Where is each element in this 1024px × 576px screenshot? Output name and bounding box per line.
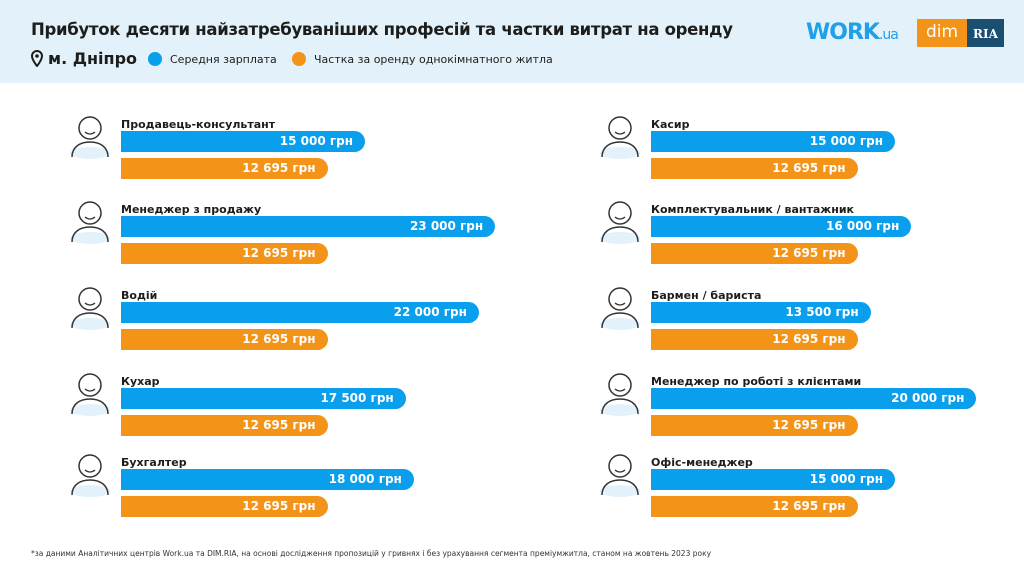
rent-bar: 12 695 грн	[651, 243, 858, 264]
office-person-icon	[600, 454, 640, 497]
profession-label: Менеджер по роботі з клієнтами	[651, 375, 862, 388]
city-name: м. Дніпро	[48, 49, 138, 68]
city: м. Дніпро	[31, 49, 137, 68]
rent-bar: 12 695 грн	[651, 496, 858, 517]
profession-label: Бухгалтер	[121, 456, 187, 469]
cashier-icon	[600, 116, 640, 159]
rent-bar: 12 695 грн	[651, 329, 858, 350]
ria-logo: RIA	[967, 19, 1004, 47]
profession-label: Бармен / бариста	[651, 289, 762, 302]
laptop-person-icon	[600, 373, 640, 416]
salary-bar: 15 000 грн	[651, 131, 896, 152]
driver-icon	[70, 287, 110, 330]
accountant-icon	[70, 454, 110, 497]
salary-bar: 15 000 грн	[121, 131, 366, 152]
profession-label: Касир	[651, 118, 690, 131]
profession-label: Кухар	[121, 375, 160, 388]
headset-person-icon	[70, 201, 110, 244]
salary-bar: 23 000 грн	[121, 216, 496, 237]
footnote: *за даними Аналітичних центрів Work.ua т…	[31, 549, 712, 558]
profession-label: Комплектувальник / вантажник	[651, 203, 855, 216]
person-icon	[70, 116, 110, 159]
location-pin-icon	[31, 50, 43, 67]
salary-bar: 18 000 грн	[121, 469, 414, 490]
barista-icon	[600, 287, 640, 330]
header: Прибуток десяти найзатребуваніших профес…	[0, 0, 1024, 83]
rent-bar: 12 695 грн	[121, 415, 328, 436]
rent-bar: 12 695 грн	[121, 329, 328, 350]
legend-rent-label: Частка за оренду однокімнатного житла	[314, 52, 553, 66]
profession-label: Офіс-менеджер	[651, 456, 753, 469]
work-ua-logo: WORK.ua	[806, 20, 899, 45]
rent-bar: 12 695 грн	[651, 415, 858, 436]
rent-bar: 12 695 грн	[121, 158, 328, 179]
rent-bar: 12 695 грн	[121, 243, 328, 264]
salary-bar: 22 000 грн	[121, 302, 479, 323]
salary-bar: 15 000 грн	[651, 469, 896, 490]
legend-salary-label: Середня зарплата	[170, 52, 277, 66]
rent-bar: 12 695 грн	[651, 158, 858, 179]
legend-rent-swatch	[292, 52, 306, 66]
legend-rent: Частка за оренду однокімнатного житла	[292, 52, 553, 66]
profession-label: Продавець-консультант	[121, 118, 276, 131]
dim-logo: dim	[917, 19, 967, 47]
rent-bar: 12 695 грн	[121, 496, 328, 517]
salary-bar: 17 500 грн	[121, 388, 406, 409]
salary-bar: 13 500 грн	[651, 302, 871, 323]
page-title: Прибуток десяти найзатребуваніших профес…	[31, 20, 733, 39]
legend-salary: Середня зарплата	[148, 52, 277, 66]
loader-icon	[600, 201, 640, 244]
legend-salary-swatch	[148, 52, 162, 66]
chef-icon	[70, 373, 110, 416]
salary-bar: 16 000 грн	[651, 216, 912, 237]
profession-label: Менеджер з продажу	[121, 203, 262, 216]
profession-label: Водій	[121, 289, 158, 302]
salary-bar: 20 000 грн	[651, 388, 977, 409]
